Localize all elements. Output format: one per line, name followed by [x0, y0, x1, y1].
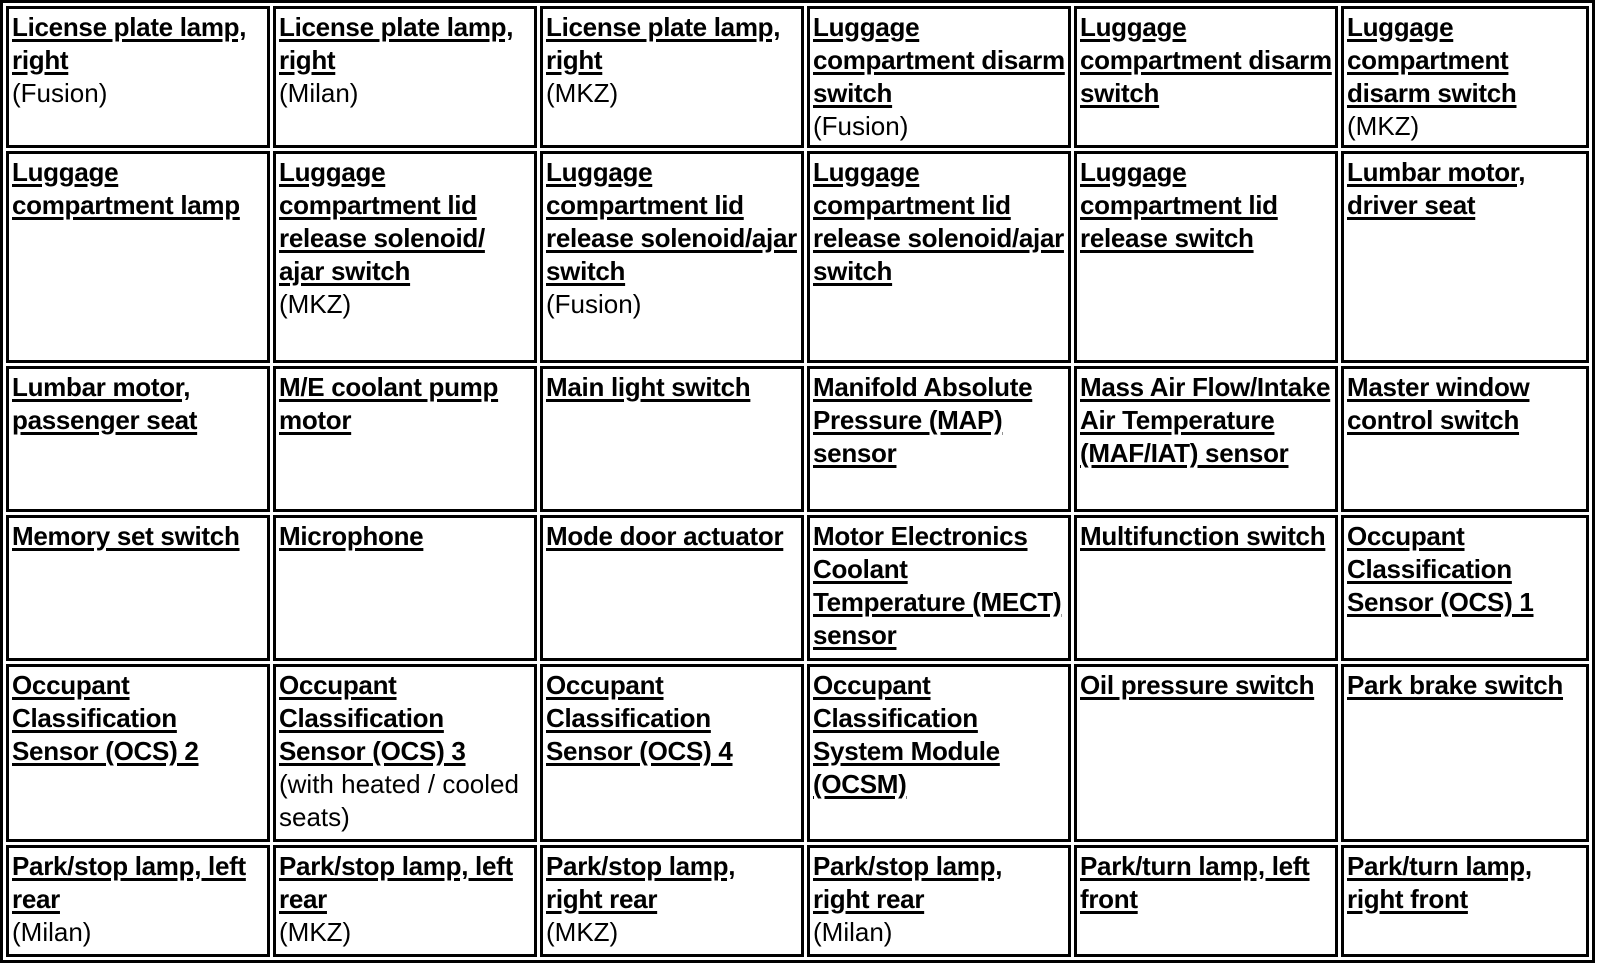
component-link[interactable]: Memory set switch [12, 521, 240, 551]
component-link[interactable]: Main light switch [546, 372, 751, 402]
model-note: (Milan) [12, 917, 92, 947]
component-link[interactable]: Luggage compartment lamp [12, 157, 240, 220]
component-link[interactable]: Luggage compartment lid release solenoid… [813, 157, 1064, 286]
component-link[interactable]: Mode door actuator [546, 521, 784, 551]
component-link[interactable]: Park/stop lamp, left rear [279, 851, 513, 914]
component-link[interactable]: Microphone [279, 521, 424, 551]
table-cell: Occupant Classification Sensor (OCS) 4 [540, 664, 804, 842]
table-cell: Lumbar motor, passenger seat [6, 366, 270, 512]
component-link[interactable]: License plate lamp, right [12, 12, 247, 75]
component-link[interactable]: Park/stop lamp, left rear [12, 851, 246, 914]
model-note: (MKZ) [1347, 111, 1420, 141]
table-cell: License plate lamp, right (Fusion) [6, 6, 270, 148]
table-cell: Occupant Classification Sensor (OCS) 3 (w… [273, 664, 537, 842]
component-link[interactable]: Occupant Classification Sensor (OCS) 3 [279, 670, 466, 766]
table-cell: Luggage compartment lid release solenoid… [540, 151, 804, 363]
component-link[interactable]: Mass Air Flow/Intake Air Temperature (MA… [1080, 372, 1331, 468]
component-link[interactable]: M/E coolant pump motor [279, 372, 499, 435]
component-link[interactable]: Luggage compartment disarm switch [1347, 12, 1517, 108]
component-link[interactable]: License plate lamp, right [279, 12, 514, 75]
component-link[interactable]: Park/turn lamp, right front [1347, 851, 1532, 914]
component-link[interactable]: Luggage compartment lid release switch [1080, 157, 1278, 253]
table-cell: Park/stop lamp, left rear (MKZ) [273, 845, 537, 957]
table-cell: Park/stop lamp, left rear (Milan) [6, 845, 270, 957]
component-link[interactable]: Luggage compartment lid release solenoid… [546, 157, 797, 286]
table-row: Occupant Classification Sensor (OCS) 2 Oc… [6, 664, 1589, 842]
component-link[interactable]: Occupant Classification System Module (O… [813, 670, 1000, 799]
component-link[interactable]: Luggage compartment disarm switch [1080, 12, 1332, 108]
table-cell: Multifunction switch [1074, 515, 1338, 661]
component-link[interactable]: Lumbar motor, passenger seat [12, 372, 198, 435]
model-note: (MKZ) [279, 289, 352, 319]
table-cell: Manifold Absolute Pressure (MAP) sensor [807, 366, 1071, 512]
table-cell: License plate lamp, right (Milan) [273, 6, 537, 148]
component-link[interactable]: Park brake switch [1347, 670, 1564, 700]
component-link[interactable]: Manifold Absolute Pressure (MAP) sensor [813, 372, 1033, 468]
table-cell: Park/stop lamp, right rear (MKZ) [540, 845, 804, 957]
table-cell: Microphone [273, 515, 537, 661]
component-link[interactable]: Multifunction switch [1080, 521, 1326, 551]
component-link[interactable]: Motor Electronics Coolant Temperature (M… [813, 521, 1062, 650]
table-cell: License plate lamp, right (MKZ) [540, 6, 804, 148]
table-cell: Master window control switch [1341, 366, 1589, 512]
table-cell: Main light switch [540, 366, 804, 512]
model-note: (MKZ) [279, 917, 352, 947]
model-note: (Milan) [279, 78, 359, 108]
component-link[interactable]: License plate lamp, right [546, 12, 781, 75]
component-link[interactable]: Oil pressure switch [1080, 670, 1315, 700]
component-link[interactable]: Occupant Classification Sensor (OCS) 2 [12, 670, 199, 766]
model-note: (Fusion) [813, 111, 909, 141]
table-cell: Mass Air Flow/Intake Air Temperature (MA… [1074, 366, 1338, 512]
table-cell: Occupant Classification Sensor (OCS) 1 [1341, 515, 1589, 661]
component-link[interactable]: Luggage compartment disarm switch [813, 12, 1065, 108]
model-note: (Milan) [813, 917, 893, 947]
table-cell: Luggage compartment lid release switch [1074, 151, 1338, 363]
table-cell: Park/turn lamp, left front [1074, 845, 1338, 957]
table-cell: Motor Electronics Coolant Temperature (M… [807, 515, 1071, 661]
table-cell: Luggage compartment lid release solenoid… [807, 151, 1071, 363]
model-note: (with heated / cooled seats) [279, 769, 519, 832]
component-link[interactable]: Master window control switch [1347, 372, 1530, 435]
component-link[interactable]: Luggage compartment lid release solenoid… [279, 157, 485, 286]
table-cell: Park brake switch [1341, 664, 1589, 842]
table-cell: Mode door actuator [540, 515, 804, 661]
table-cell: M/E coolant pump motor [273, 366, 537, 512]
model-note: (Fusion) [546, 289, 642, 319]
component-link[interactable]: Occupant Classification Sensor (OCS) 4 [546, 670, 733, 766]
component-link[interactable]: Lumbar motor, driver seat [1347, 157, 1526, 220]
table-row: Luggage compartment lamp Luggage compartm… [6, 151, 1589, 363]
table-cell: Luggage compartment lid release solenoid… [273, 151, 537, 363]
table-cell: Lumbar motor, driver seat [1341, 151, 1589, 363]
table-cell: Luggage compartment lamp [6, 151, 270, 363]
table-row: Memory set switch Microphone Mode door act… [6, 515, 1589, 661]
table-cell: Luggage compartment disarm switch [1074, 6, 1338, 148]
component-link[interactable]: Park/stop lamp, right rear [813, 851, 1003, 914]
table-cell: Oil pressure switch [1074, 664, 1338, 842]
table-cell: Occupant Classification System Module (O… [807, 664, 1071, 842]
table-cell: Occupant Classification Sensor (OCS) 2 [6, 664, 270, 842]
table-cell: Park/turn lamp, right front [1341, 845, 1589, 957]
table-cell: Memory set switch [6, 515, 270, 661]
model-note: (MKZ) [546, 917, 619, 947]
component-link[interactable]: Park/stop lamp, right rear [546, 851, 736, 914]
table-row: License plate lamp, right (Fusion) License… [6, 6, 1589, 148]
table-row: Park/stop lamp, left rear (Milan) Park/sto… [6, 845, 1589, 957]
table-cell: Luggage compartment disarm switch (MKZ) [1341, 6, 1589, 148]
table-cell: Luggage compartment disarm switch (Fusion… [807, 6, 1071, 148]
component-link[interactable]: Occupant Classification Sensor (OCS) 1 [1347, 521, 1534, 617]
table-row: Lumbar motor, passenger seat M/E coolant … [6, 366, 1589, 512]
table-cell: Park/stop lamp, right rear (Milan) [807, 845, 1071, 957]
model-note: (Fusion) [12, 78, 108, 108]
component-link[interactable]: Park/turn lamp, left front [1080, 851, 1310, 914]
model-note: (MKZ) [546, 78, 619, 108]
